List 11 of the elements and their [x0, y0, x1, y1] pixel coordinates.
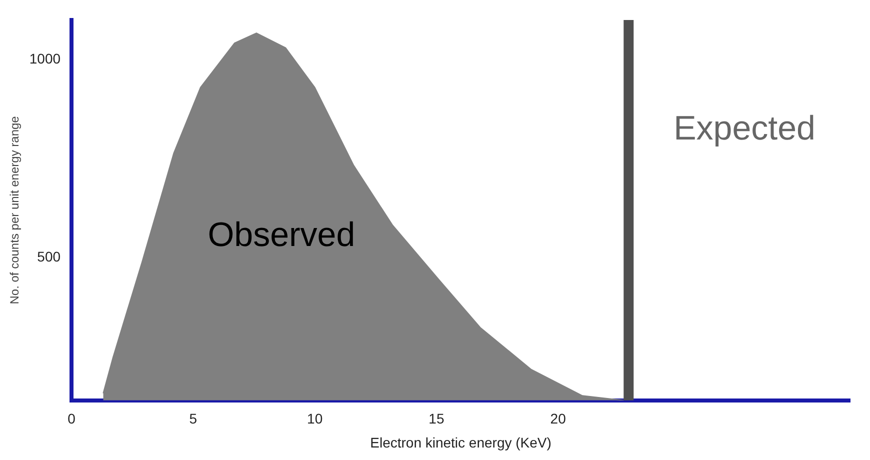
x-axis-title: Electron kinetic energy (KeV): [370, 434, 552, 450]
x-tick-label: 0: [68, 410, 76, 427]
y-tick-label: 1000: [29, 50, 61, 66]
y-tick-label: 500: [37, 248, 61, 265]
x-tick-label: 5: [189, 410, 198, 427]
x-tick-label: 15: [428, 410, 444, 427]
ref-line-label: Expected: [674, 109, 816, 148]
x-tick-label: 10: [307, 410, 323, 427]
x-tick-label: 20: [550, 410, 566, 427]
series-label: Observed: [208, 216, 356, 254]
y-axis-title: No. of counts per unit energy range: [8, 116, 22, 304]
